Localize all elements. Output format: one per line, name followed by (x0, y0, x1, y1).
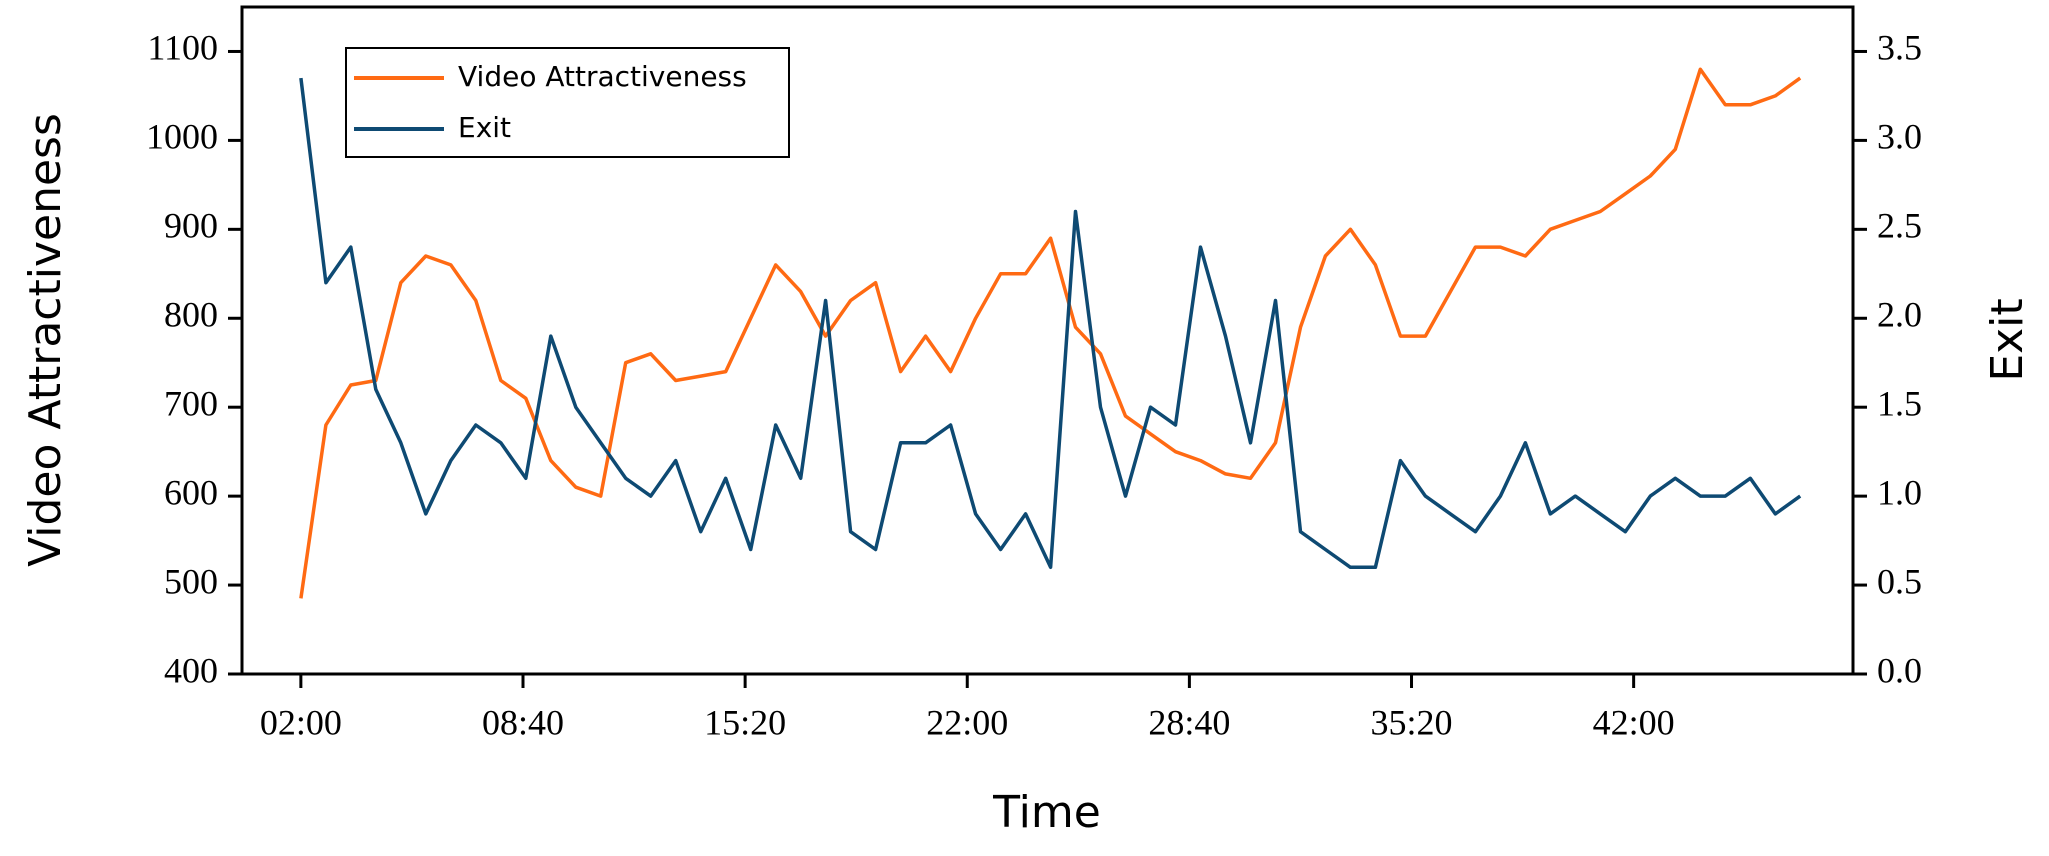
y2-tick-label: 2.5 (1877, 206, 1922, 246)
y-tick-label: 600 (164, 472, 218, 512)
y2-tick-label: 0.5 (1877, 561, 1922, 601)
x-axis-title: Time (992, 787, 1101, 838)
y-tick-label: 1100 (147, 28, 218, 68)
x-tick-label: 22:00 (926, 702, 1008, 742)
x-tick-label: 42:00 (1593, 702, 1675, 742)
x-tick-label: 35:20 (1371, 702, 1453, 742)
line-series (299, 67, 1802, 599)
y2-tick-label: 3.0 (1877, 117, 1922, 157)
y-tick-label: 400 (164, 650, 218, 690)
y2-tick-label: 1.5 (1877, 383, 1922, 423)
legend-label: Exit (458, 111, 511, 144)
y2-tick-label: 0.0 (1877, 650, 1922, 690)
y-tick-label: 900 (164, 206, 218, 246)
x-tick-label: 02:00 (260, 702, 342, 742)
plot-frame (240, 5, 1855, 676)
y-tick-label: 700 (164, 383, 218, 423)
legend-label: Video Attractiveness (458, 60, 747, 93)
line-series (299, 77, 1802, 570)
y2-tick-label: 1.0 (1877, 472, 1922, 512)
x-tick-label: 28:40 (1148, 702, 1230, 742)
y2-axis-title: Exit (1982, 298, 2033, 381)
y-axis-title: Video Attractiveness (20, 113, 71, 567)
y-tick-label: 1000 (146, 117, 218, 157)
x-tick-label: 15:20 (704, 702, 786, 742)
legend-box (345, 47, 790, 158)
y-tick-label: 800 (164, 295, 218, 335)
x-tick-label: 08:40 (482, 702, 564, 742)
y2-tick-label: 3.5 (1877, 28, 1922, 68)
y2-tick-label: 2.0 (1877, 295, 1922, 335)
y-tick-label: 500 (164, 561, 218, 601)
